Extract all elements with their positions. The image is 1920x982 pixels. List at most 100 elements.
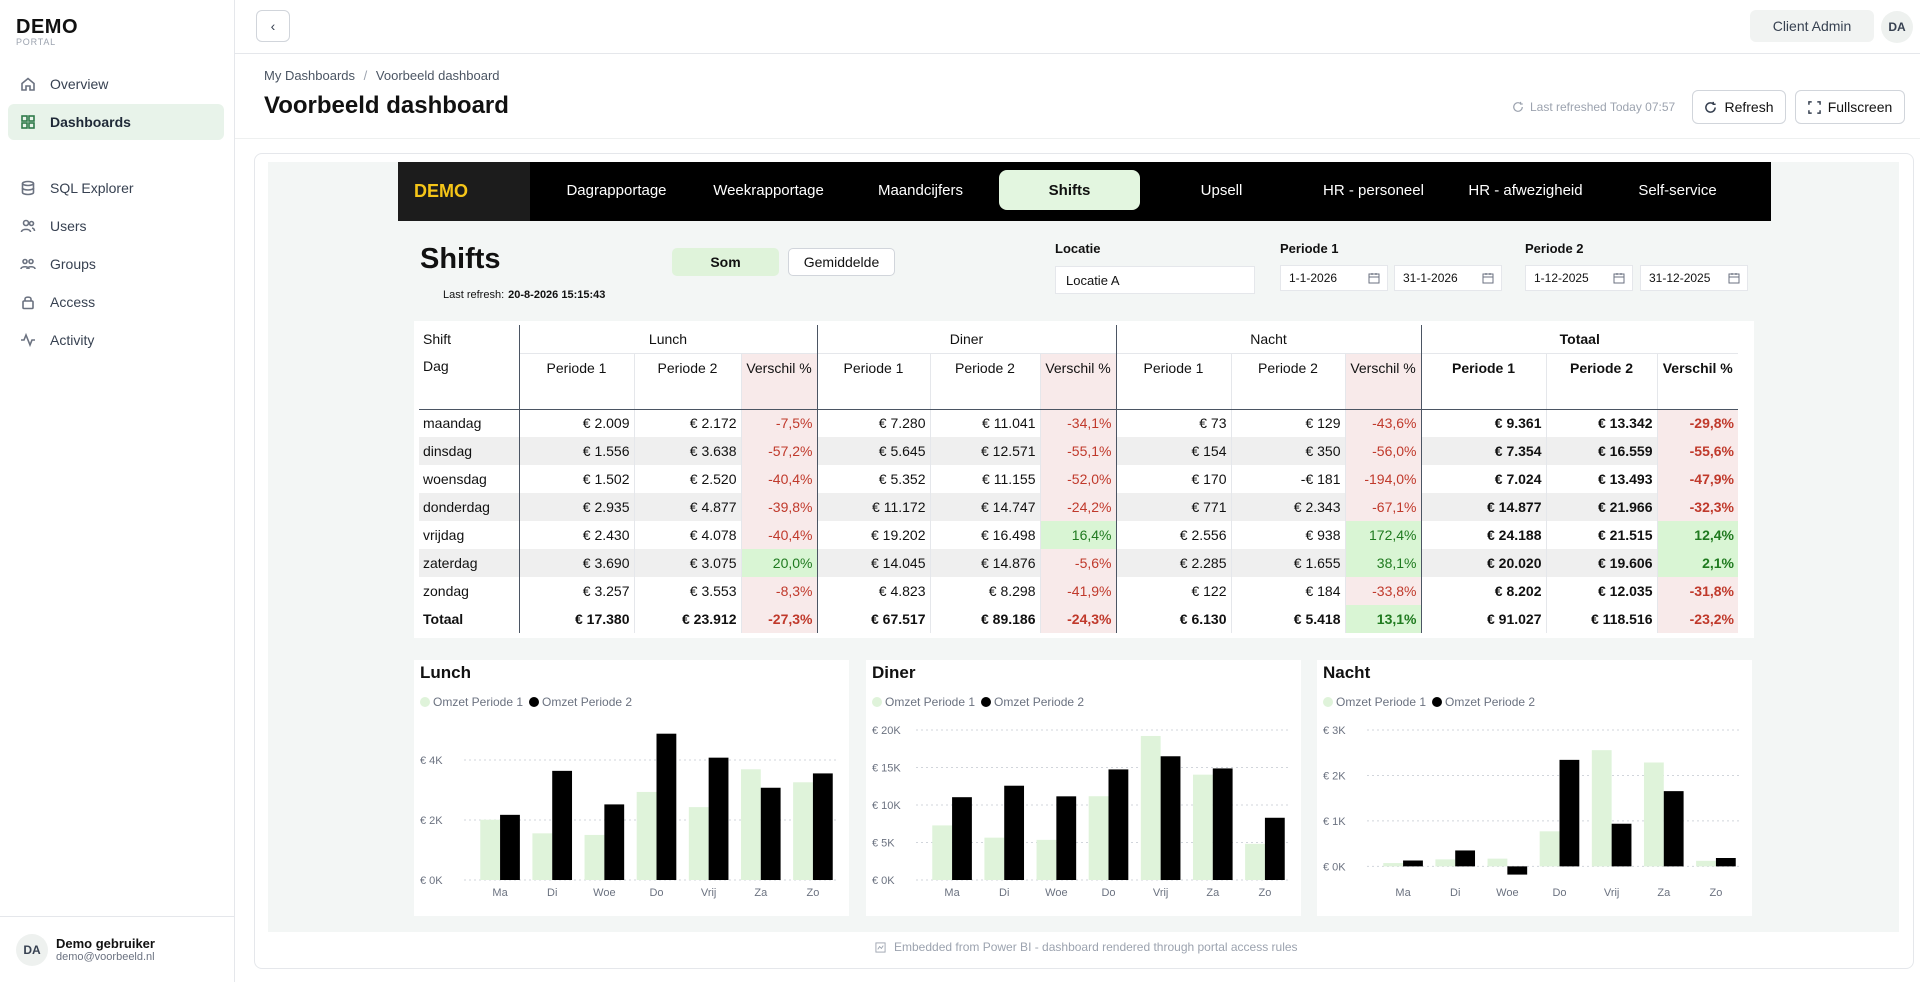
bar-periode2[interactable] xyxy=(760,787,781,880)
tab-hr-afwezigheid[interactable]: HR - afwezigheid xyxy=(1468,181,1583,199)
bar-periode2[interactable] xyxy=(708,757,729,880)
bar-periode1[interactable] xyxy=(932,825,953,880)
sidebar-item-dashboards[interactable]: Dashboards xyxy=(8,104,224,140)
bar-periode1[interactable] xyxy=(480,819,501,880)
bar-periode2[interactable] xyxy=(1056,796,1077,880)
bar-periode2[interactable] xyxy=(1455,850,1476,867)
bar-periode2[interactable] xyxy=(656,733,677,880)
periode2-to-date[interactable]: 31-12-2025 xyxy=(1640,265,1748,291)
tab-dagrapportage[interactable]: Dagrapportage xyxy=(566,181,667,199)
sidebar-item-overview[interactable]: Overview xyxy=(8,66,224,102)
tab-maandcijfers[interactable]: Maandcijfers xyxy=(877,181,964,199)
breadcrumb-link-my-dashboards[interactable]: My Dashboards xyxy=(264,68,356,83)
bar-periode1[interactable] xyxy=(1036,839,1057,880)
sidebar-item-groups[interactable]: Groups xyxy=(8,246,224,282)
value-cell: € 2.343 xyxy=(1230,493,1345,521)
value-cell: € 11.172 xyxy=(816,493,930,521)
bar-periode1[interactable] xyxy=(1696,860,1716,867)
diff-cell: 172,4% xyxy=(1344,521,1421,549)
bar-periode2[interactable] xyxy=(1108,769,1129,880)
legend-dot-period1 xyxy=(1323,697,1333,707)
bar-periode1[interactable] xyxy=(1591,750,1612,867)
y-tick-label: € 5K xyxy=(872,838,895,850)
sidebar: DEMO PORTAL Overview Dashboards SQL Expl… xyxy=(0,0,235,982)
bar-periode2[interactable] xyxy=(1559,759,1580,867)
bar-periode1[interactable] xyxy=(1435,859,1456,867)
collapse-sidebar-button[interactable]: ‹ xyxy=(256,10,290,42)
bar-periode2[interactable] xyxy=(1004,785,1025,880)
bar-periode1[interactable] xyxy=(584,834,605,880)
bar-periode1[interactable] xyxy=(1643,762,1664,867)
sidebar-item-sql-explorer[interactable]: SQL Explorer xyxy=(8,170,224,206)
refresh-button[interactable]: Refresh xyxy=(1692,90,1786,124)
value-cell: € 2.430 xyxy=(518,521,634,549)
bar-periode2[interactable] xyxy=(1715,858,1736,867)
x-tick-label: Zo xyxy=(1710,887,1723,899)
bar-periode2[interactable] xyxy=(500,814,520,880)
bar-periode1[interactable] xyxy=(1487,858,1508,867)
bar-periode1[interactable] xyxy=(1192,774,1213,880)
bar-periode2[interactable] xyxy=(604,804,625,880)
value-cell: € 4.877 xyxy=(633,493,741,521)
toggle-gemiddelde[interactable]: Gemiddelde xyxy=(788,248,895,276)
bar-periode2[interactable] xyxy=(552,770,573,880)
locatie-label: Locatie xyxy=(1055,241,1101,256)
bar-periode1[interactable] xyxy=(740,769,761,880)
bar-periode2[interactable] xyxy=(1160,756,1181,880)
bar-periode1[interactable] xyxy=(793,782,813,880)
bar-periode2[interactable] xyxy=(1611,823,1632,867)
bar-periode1[interactable] xyxy=(636,791,657,880)
user-profile[interactable]: DA Demo gebruiker demo@voorbeeld.nl xyxy=(0,916,235,982)
bar-periode2[interactable] xyxy=(1264,817,1285,880)
periode1-to-date[interactable]: 31-1-2026 xyxy=(1394,265,1502,291)
sidebar-item-activity[interactable]: Activity xyxy=(8,322,224,358)
value-cell: € 4.823 xyxy=(816,577,930,605)
avatar[interactable]: DA xyxy=(1881,11,1913,43)
fullscreen-button[interactable]: Fullscreen xyxy=(1795,90,1905,124)
tab-hr-personeel[interactable]: HR - personeel xyxy=(1323,181,1424,199)
bar-periode1[interactable] xyxy=(984,837,1005,880)
bar-periode2[interactable] xyxy=(812,773,833,880)
bar-periode1[interactable] xyxy=(1245,843,1265,880)
x-tick-label: Ma xyxy=(492,887,508,899)
bar-periode1[interactable] xyxy=(688,807,709,880)
toggle-som[interactable]: Som xyxy=(672,248,779,276)
value-cell: € 938 xyxy=(1230,521,1345,549)
periode2-from-date[interactable]: 1-12-2025 xyxy=(1525,265,1633,291)
bar-periode2[interactable] xyxy=(1507,866,1528,875)
bar-periode2[interactable] xyxy=(952,797,972,880)
chart-title: Diner xyxy=(872,663,916,682)
bar-periode1[interactable] xyxy=(532,833,553,880)
locatie-select[interactable]: Locatie A xyxy=(1055,266,1255,294)
value-cell: € 19.606 xyxy=(1545,549,1657,577)
periode1-from-date[interactable]: 1-1-2026 xyxy=(1280,265,1388,291)
bar-periode2[interactable] xyxy=(1212,768,1233,880)
chevron-left-icon: ‹ xyxy=(270,18,276,34)
diff-cell: 13,1% xyxy=(1344,605,1421,633)
bar-periode1[interactable] xyxy=(1383,863,1404,867)
value-cell: -€ 181 xyxy=(1230,465,1345,493)
table-row: zondag € 3.257 € 3.553 -8,3% € 4.823 € 8.298-… xyxy=(419,577,1738,605)
portal-logo[interactable]: DEMO PORTAL xyxy=(16,17,78,47)
tab-upsell[interactable]: Upsell xyxy=(1200,181,1243,199)
sidebar-item-access[interactable]: Access xyxy=(8,284,224,320)
tab-self-service[interactable]: Self-service xyxy=(1638,181,1717,199)
diff-cell: -40,4% xyxy=(740,521,817,549)
value-cell: € 16.559 xyxy=(1545,437,1657,465)
client-admin-button[interactable]: Client Admin xyxy=(1750,10,1874,42)
value-cell: € 8.298 xyxy=(929,577,1040,605)
page-title: Voorbeeld dashboard xyxy=(264,92,509,119)
diff-cell: -41,9% xyxy=(1039,577,1116,605)
bar-periode2[interactable] xyxy=(1663,791,1684,867)
tab-weekrapportage[interactable]: Weekrapportage xyxy=(713,181,824,199)
diff-cell: -29,8% xyxy=(1656,409,1738,437)
bar-periode1[interactable] xyxy=(1140,735,1161,880)
sidebar-item-users[interactable]: Users xyxy=(8,208,224,244)
day-cell: vrijdag xyxy=(423,527,465,543)
table-column-header-row: Dag Periode 1 Periode 2 Verschil % Periode 1… xyxy=(419,352,1738,410)
tab-shifts[interactable]: Shifts xyxy=(999,170,1140,210)
bar-periode2[interactable] xyxy=(1403,860,1423,867)
bar-periode1[interactable] xyxy=(1539,831,1560,867)
lunch-chart-plot: € 0K € 2K € 4K Ma Di Woe Do Vrij Za Zo xyxy=(420,733,839,899)
bar-periode1[interactable] xyxy=(1088,796,1109,880)
